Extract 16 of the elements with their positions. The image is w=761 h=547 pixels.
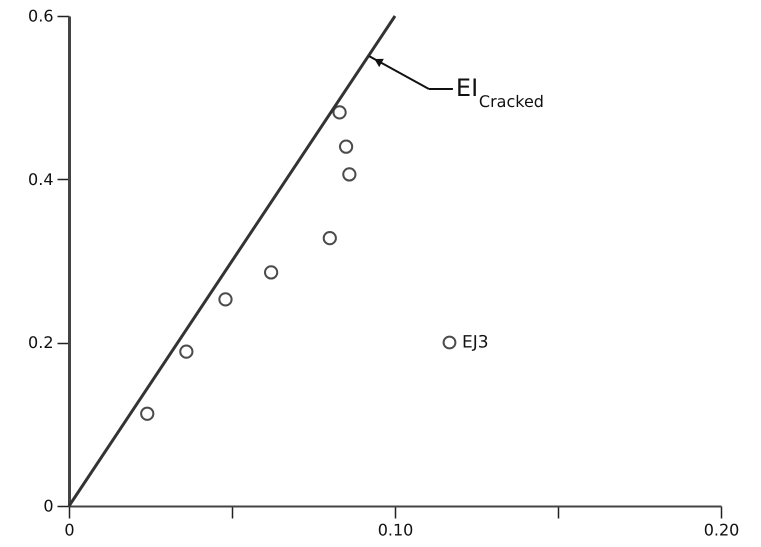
point — [322, 231, 337, 246]
point — [140, 406, 154, 421]
y-tick-label: 0.6 — [28, 6, 54, 26]
y-tick-label: 0.2 — [28, 333, 54, 352]
point — [218, 292, 233, 306]
x-tick-label: 0 — [64, 520, 75, 540]
point — [179, 344, 194, 359]
y-tick-label: 0 — [43, 496, 54, 516]
point — [338, 140, 354, 154]
legend-label: EJ3 — [462, 332, 489, 352]
x-tick-label: 0.20 — [704, 520, 740, 540]
x-tick-label: 0.10 — [378, 520, 414, 540]
point — [264, 265, 278, 280]
point — [332, 105, 347, 120]
point — [342, 167, 356, 182]
y-tick-label: 0.4 — [28, 170, 54, 189]
